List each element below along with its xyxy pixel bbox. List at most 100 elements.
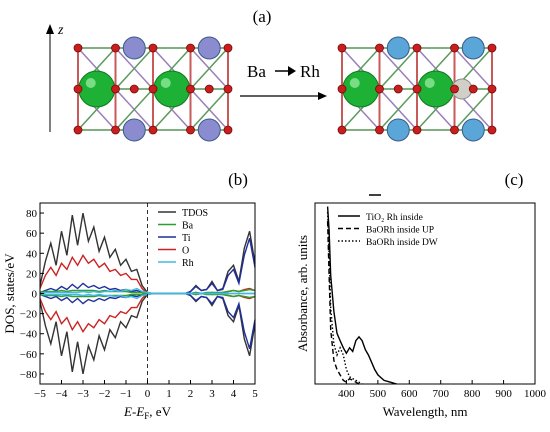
x-tick-label: 900 xyxy=(495,388,512,400)
o-atom xyxy=(487,43,497,53)
o-atom xyxy=(73,43,83,53)
o-atom xyxy=(73,84,83,94)
rh-atom xyxy=(461,118,485,142)
legend-label-0: TiO₂ Rh inside xyxy=(366,213,423,223)
x-tick-label: 500 xyxy=(370,388,387,400)
o-atom xyxy=(148,43,158,53)
y-tick-label: 60 xyxy=(26,228,38,240)
o-atom xyxy=(337,43,347,53)
o-atom xyxy=(337,125,347,135)
o-atom xyxy=(73,125,83,135)
o-atom xyxy=(186,125,195,135)
z-axis-arrowhead xyxy=(46,24,54,34)
panel-b-label: (b) xyxy=(228,170,248,189)
series-line-2 xyxy=(326,212,363,385)
panel-a-label: (a) xyxy=(253,7,272,26)
o-atom xyxy=(450,43,459,53)
o-atom xyxy=(223,84,233,94)
x-axis-label: E-EF, eV xyxy=(123,404,172,421)
y-tick-label: −80 xyxy=(20,369,38,381)
x-tick-label: −5 xyxy=(34,388,46,400)
x-tick-label: 4 xyxy=(231,388,237,400)
series-line-1 xyxy=(326,221,363,385)
crystal-structure-before xyxy=(73,36,233,142)
y-tick-label: 40 xyxy=(26,248,38,260)
o-atom xyxy=(375,43,384,53)
rh-atom xyxy=(461,36,485,60)
legend-label-2: BaORh inside DW xyxy=(366,238,438,248)
o-atom xyxy=(111,43,120,53)
o-atom xyxy=(487,125,497,135)
bond xyxy=(114,88,154,131)
o-atom xyxy=(393,84,403,94)
y-tick-label: −60 xyxy=(20,349,38,361)
legend-label-1: BaORh inside UP xyxy=(366,226,434,236)
ti-atom xyxy=(197,118,221,142)
o-atom xyxy=(375,125,384,135)
y-tick-label: 20 xyxy=(26,268,38,280)
o-atom xyxy=(223,43,233,53)
x-tick-label: 5 xyxy=(252,388,258,400)
x-tick-label: 1 xyxy=(166,388,172,400)
x-tick-label: 1000 xyxy=(524,388,547,400)
legend-label-o: O xyxy=(182,246,189,257)
o-atom xyxy=(111,84,120,94)
x-tick-label: 3 xyxy=(209,388,215,400)
o-atom xyxy=(450,84,459,94)
series-line-tdos-down xyxy=(39,292,256,375)
legend-label-ba: Ba xyxy=(182,221,194,232)
transition-from-label: Ba xyxy=(247,62,266,81)
x-tick-label: −3 xyxy=(77,388,89,400)
series-line-ba-down xyxy=(39,292,256,299)
z-axis-label: z xyxy=(57,23,64,38)
transition-small-arrowhead xyxy=(288,66,296,76)
transition-to-label: Rh xyxy=(300,62,320,81)
o-atom xyxy=(148,125,158,135)
atom-highlight xyxy=(349,78,360,88)
transition-arrowhead xyxy=(318,92,327,100)
ba-atom xyxy=(342,70,380,108)
o-atom xyxy=(375,84,384,94)
ti-atom xyxy=(122,118,146,142)
x-tick-label: 2 xyxy=(188,388,194,400)
series-line-0 xyxy=(326,206,397,385)
o-atom xyxy=(412,125,422,135)
x-tick-label: 400 xyxy=(338,388,355,400)
ba-atom xyxy=(417,70,455,108)
ti-atom xyxy=(197,36,221,60)
crystal-structure-after xyxy=(337,36,497,142)
x-axis-label: Wavelength, nm xyxy=(383,404,468,419)
o-atom xyxy=(129,84,139,94)
legend-label-ti: Ti xyxy=(182,233,191,244)
atom-highlight xyxy=(85,78,96,88)
x-tick-label: −1 xyxy=(120,388,132,400)
o-atom xyxy=(111,125,120,135)
o-atom xyxy=(204,84,214,94)
atom-highlight xyxy=(424,78,435,88)
y-tick-label: −20 xyxy=(20,309,38,321)
plot-frame xyxy=(314,202,536,385)
o-atom xyxy=(412,84,422,94)
bond xyxy=(453,88,493,131)
ti-atom xyxy=(122,36,146,60)
bond xyxy=(378,88,418,131)
ba-atom xyxy=(153,70,191,108)
x-tick-label: 600 xyxy=(401,388,418,400)
o-atom xyxy=(450,125,459,135)
bond xyxy=(114,47,154,90)
y-axis-label: Absorbance, arb. units xyxy=(295,235,310,352)
legend-label-rh: Rh xyxy=(182,258,194,269)
dos-chart: −5 −4 −3 −2 −1 0 1 2 3 4 5 −80 −60 −40 −20 0 20 40 60 80 E-E… xyxy=(2,202,258,421)
y-tick-label: −40 xyxy=(20,329,38,341)
x-tick-label: 800 xyxy=(464,388,481,400)
rh-atom xyxy=(386,36,410,60)
o-atom xyxy=(412,43,422,53)
o-atom xyxy=(223,125,233,135)
y-tick-label: 0 xyxy=(32,289,38,301)
x-tick-label: 700 xyxy=(432,388,449,400)
o-atom xyxy=(337,84,347,94)
o-atom xyxy=(186,43,195,53)
panel-c-label: (c) xyxy=(505,170,524,189)
bond xyxy=(378,47,418,90)
